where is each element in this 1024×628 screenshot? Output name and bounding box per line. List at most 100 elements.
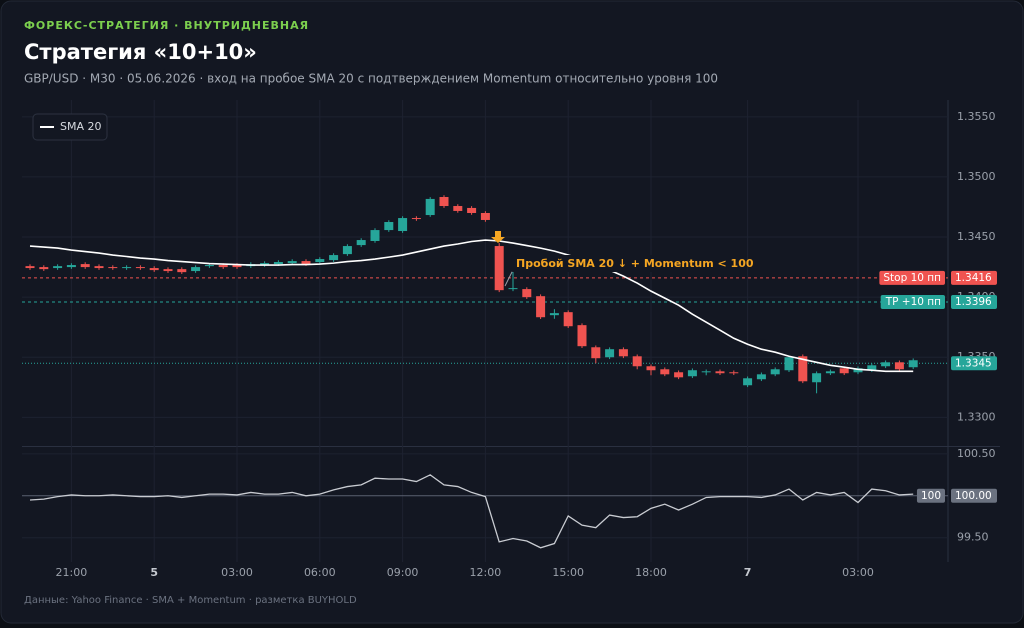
x-tick-label: 15:00: [552, 566, 584, 579]
y-tick-label: 1.3450: [957, 230, 996, 243]
candle-body: [122, 267, 132, 269]
tag-label: 1.3396: [955, 296, 992, 308]
candle-body: [577, 325, 587, 347]
signal-arrow: [491, 231, 505, 243]
tag-label: 1.3416: [955, 272, 992, 284]
candle-body: [894, 362, 904, 370]
candle-body: [453, 206, 463, 211]
y-tick-label: 1.3500: [957, 170, 996, 183]
candle-body: [674, 372, 684, 378]
candle-body: [66, 265, 76, 268]
candle-body: [191, 267, 201, 272]
candle-body: [480, 212, 490, 220]
y-tick-label: 1.3300: [957, 410, 996, 423]
legend-label: SMA 20: [60, 120, 102, 133]
candle-body: [770, 369, 780, 375]
tag-label: Stop 10 пп: [883, 272, 941, 284]
candle-body: [881, 362, 891, 367]
tag-box: [951, 270, 997, 285]
y-tick-label: 100.50: [957, 447, 996, 460]
annotation-box: [511, 255, 741, 272]
plot: 21:00 5 03:00 06:00 09:00 12:00 15:00 18:00 7 03:…: [22, 100, 1000, 579]
candle-body: [398, 218, 408, 232]
candle-body: [232, 265, 242, 268]
y-tick-label: 1.3550: [957, 110, 996, 123]
candle-body: [370, 230, 380, 242]
candle-body: [218, 265, 228, 268]
x-tick-label: 03:00: [842, 566, 874, 579]
candle-body: [94, 266, 104, 269]
candle-body: [591, 347, 601, 359]
candle-body: [715, 371, 725, 374]
tag-label: 100.00: [955, 490, 992, 502]
candle-body: [798, 356, 808, 382]
candle-body: [853, 368, 863, 373]
candle-body: [494, 246, 504, 291]
candle-body: [536, 296, 546, 318]
candle-body: [743, 378, 753, 386]
candle-body: [812, 373, 822, 383]
candle-body: [825, 371, 835, 374]
candle-body: [204, 265, 214, 267]
legend: [32, 113, 108, 141]
candle-body: [163, 269, 173, 272]
candle-body: [177, 269, 187, 273]
candle-body: [729, 372, 739, 374]
candle-body: [439, 197, 449, 207]
momentum-line: [29, 474, 914, 549]
x-tick-label: 03:00: [221, 566, 253, 579]
candle-body: [632, 356, 642, 367]
candle-body: [908, 360, 918, 368]
candle-body: [756, 374, 766, 380]
tag-box: [951, 294, 997, 309]
tag-label: 1.3345: [955, 357, 992, 369]
candle-body: [135, 267, 145, 269]
title: Стратегия «10+10»: [24, 40, 257, 64]
candle-body: [411, 218, 421, 220]
candle-body: [384, 222, 394, 231]
candle-body: [618, 349, 628, 357]
tag-box: [880, 294, 945, 309]
candle-body: [149, 268, 159, 271]
candle-body: [867, 365, 877, 371]
candle-body: [25, 266, 35, 269]
candle-body: [646, 366, 656, 371]
tag-box: [951, 488, 997, 503]
tag-label: 100: [921, 490, 941, 502]
candle-body: [39, 267, 49, 270]
x-tick-label: 18:00: [635, 566, 667, 579]
candle-body: [287, 261, 297, 264]
tag-box: [879, 270, 945, 285]
subtitle: GBP/USD · M30 · 05.06.2026 · вход на про…: [24, 72, 718, 86]
annotation-pointer: [504, 269, 514, 287]
x-tick-label: 7: [744, 566, 752, 579]
candle-body: [108, 267, 118, 269]
x-tick-label: 12:00: [470, 566, 502, 579]
candle-body: [701, 371, 711, 373]
y-tick-label: 99.50: [957, 531, 989, 544]
candle-body: [784, 357, 794, 371]
candle-body: [563, 312, 573, 327]
candle-body: [687, 370, 697, 377]
annotation: Пробой SMA 20 ↓ + Momentum < 100: [516, 257, 754, 270]
candle-body: [273, 262, 283, 265]
candle-body: [425, 198, 435, 216]
x-tick-label: 5: [150, 566, 158, 579]
candle-body: [549, 313, 559, 316]
candle-body: [80, 264, 90, 268]
candle-body: [53, 266, 63, 269]
footer: Данные: Yahoo Finance · SMA + Momentum ·…: [24, 595, 357, 606]
candle-body: [660, 369, 670, 375]
candle-body: [467, 207, 477, 213]
sma-line: [29, 239, 914, 373]
tag-box: [916, 488, 945, 503]
candle-body: [301, 261, 311, 265]
x-tick-label: 06:00: [304, 566, 336, 579]
candle-body: [839, 368, 849, 374]
x-tick-label: 21:00: [56, 566, 88, 579]
candle-body: [315, 259, 325, 263]
x-tick-label: 09:00: [387, 566, 419, 579]
candle-body: [329, 255, 339, 261]
